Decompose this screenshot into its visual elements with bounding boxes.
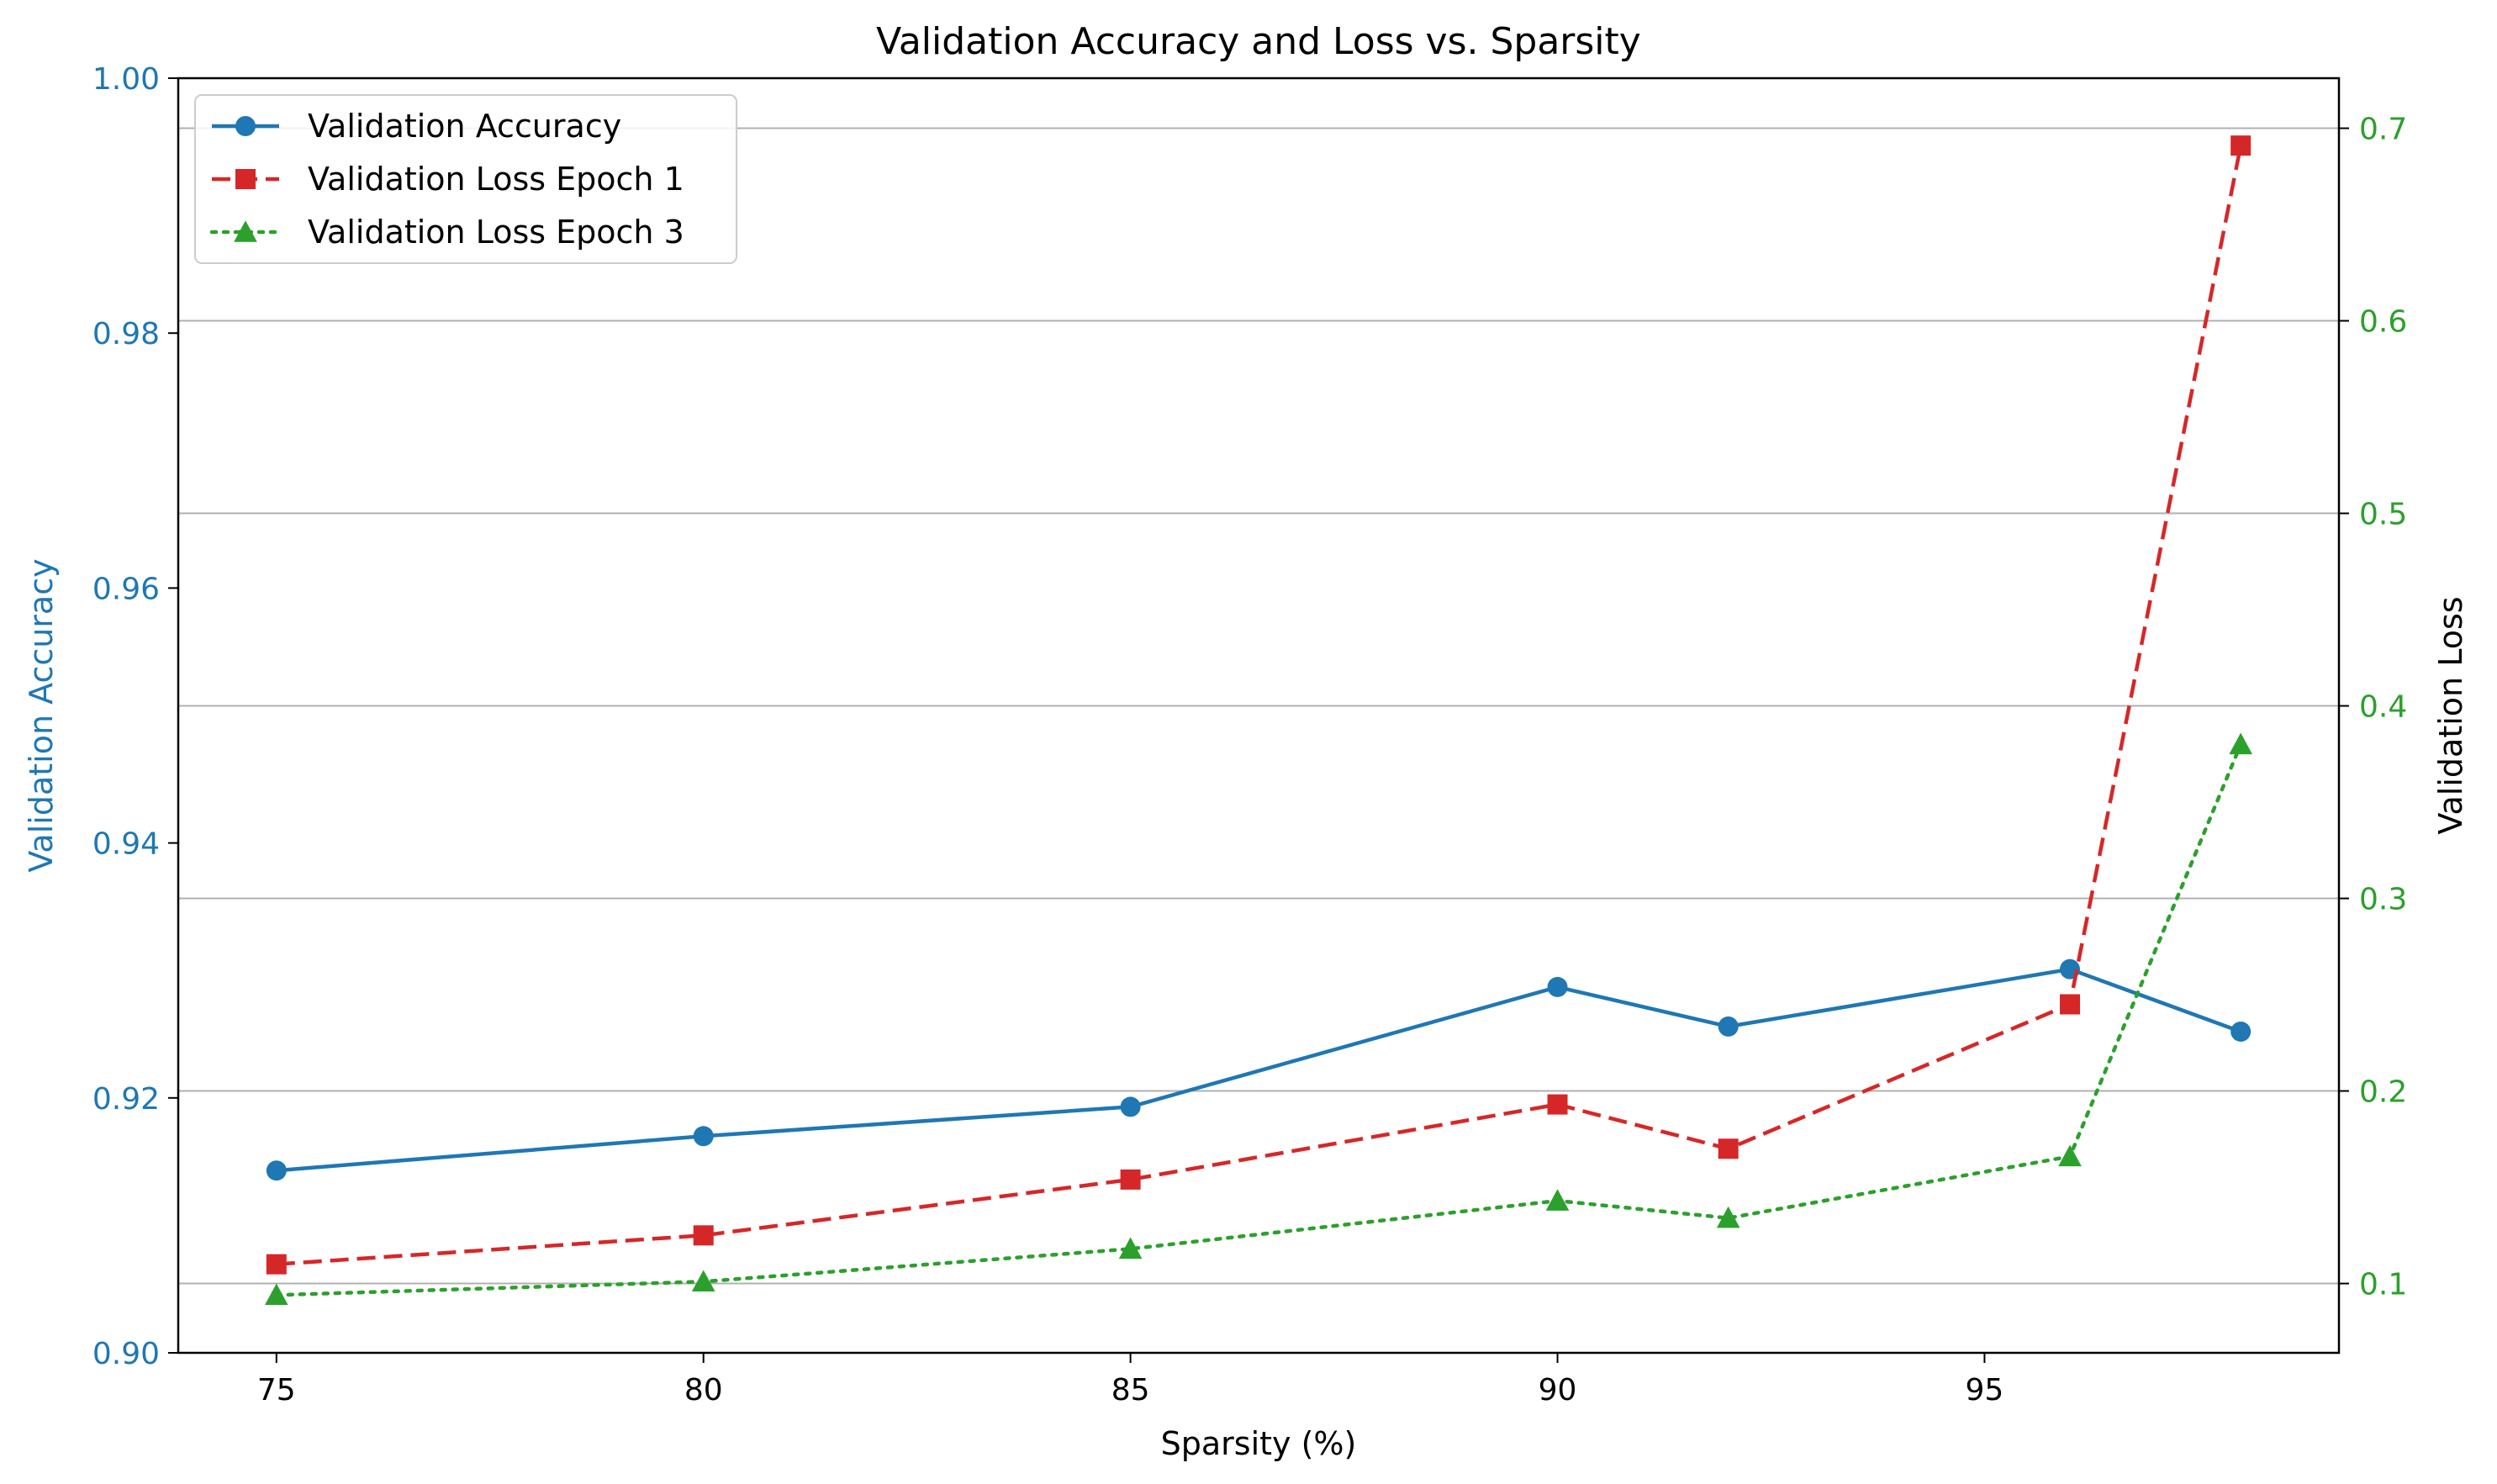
- legend-marker: [235, 169, 256, 189]
- y-left-tick-label: 1.00: [92, 62, 160, 97]
- series-3: [265, 732, 2252, 1306]
- y-right-tick-label: 0.2: [2359, 1075, 2407, 1110]
- data-point: [1716, 1206, 1740, 1228]
- legend-marker: [235, 116, 256, 136]
- legend-label: Validation Loss Epoch 3: [308, 214, 684, 251]
- data-point: [1120, 1169, 1141, 1190]
- data-point: [2058, 1144, 2082, 1167]
- x-tick-label: 85: [1111, 1373, 1150, 1407]
- chart-title: Validation Accuracy and Loss vs. Sparsit…: [876, 20, 1641, 63]
- series-2: [266, 135, 2252, 1275]
- plot-frame: [177, 77, 2341, 1355]
- y-left-tick-label: 0.92: [92, 1082, 160, 1117]
- legend-box: [194, 94, 737, 264]
- x-axis: 75 80 85 90 95: [257, 1353, 2003, 1407]
- data-point: [1118, 1237, 1143, 1260]
- data-point: [2230, 1021, 2252, 1042]
- data-point: [691, 1270, 715, 1291]
- y-right-tick-label: 0.4: [2359, 690, 2407, 725]
- data-point: [1718, 1138, 1739, 1159]
- y-right-tick-label: 0.5: [2359, 498, 2407, 532]
- legend-label: Validation Loss Epoch 1: [308, 161, 684, 198]
- series-1: [266, 959, 2252, 1181]
- data-point: [1718, 1016, 1739, 1037]
- x-tick-label: 80: [684, 1373, 723, 1407]
- y-axis-left: 0.90 0.92 0.94 0.96 0.98 1.00: [92, 62, 178, 1371]
- y-left-tick-label: 0.90: [92, 1337, 160, 1371]
- data-point: [1547, 1094, 1568, 1115]
- data-point: [265, 1283, 288, 1306]
- data-point: [266, 1254, 287, 1275]
- data-point: [1547, 976, 1568, 997]
- legend-marker: [234, 220, 257, 242]
- y-axis-left-title: Validation Accuracy: [23, 558, 60, 872]
- x-tick-label: 90: [1539, 1373, 1577, 1407]
- data-point: [693, 1126, 714, 1147]
- y-right-tick-label: 0.3: [2359, 883, 2407, 917]
- y-right-tick-label: 0.6: [2359, 305, 2407, 340]
- data-point: [2230, 135, 2252, 156]
- x-tick-label: 95: [1966, 1373, 2004, 1407]
- data-point: [266, 1160, 287, 1181]
- data-point: [1545, 1189, 1570, 1211]
- y-left-tick-label: 0.98: [92, 317, 160, 351]
- data-point: [2060, 994, 2081, 1015]
- data-point: [1120, 1096, 1141, 1117]
- y-right-tick-label: 0.1: [2359, 1268, 2407, 1302]
- grid-lines: [178, 127, 2339, 1285]
- y-axis-right: 0.1 0.2 0.3 0.4 0.5 0.6 0.7: [2339, 113, 2407, 1302]
- y-left-tick-label: 0.94: [92, 827, 160, 862]
- legend-label: Validation Accuracy: [308, 108, 621, 145]
- y-axis-right-title: Validation Loss: [2432, 596, 2469, 834]
- y-left-tick-label: 0.96: [92, 572, 160, 606]
- x-axis-title: Sparsity (%): [1161, 1425, 1357, 1462]
- x-tick-label: 75: [257, 1373, 296, 1407]
- series-layer: [265, 135, 2252, 1306]
- y-right-tick-label: 0.7: [2359, 113, 2407, 147]
- data-point: [693, 1225, 714, 1246]
- legend: Validation Accuracy Validation Loss Epoch…: [194, 94, 737, 264]
- data-point: [2229, 732, 2252, 755]
